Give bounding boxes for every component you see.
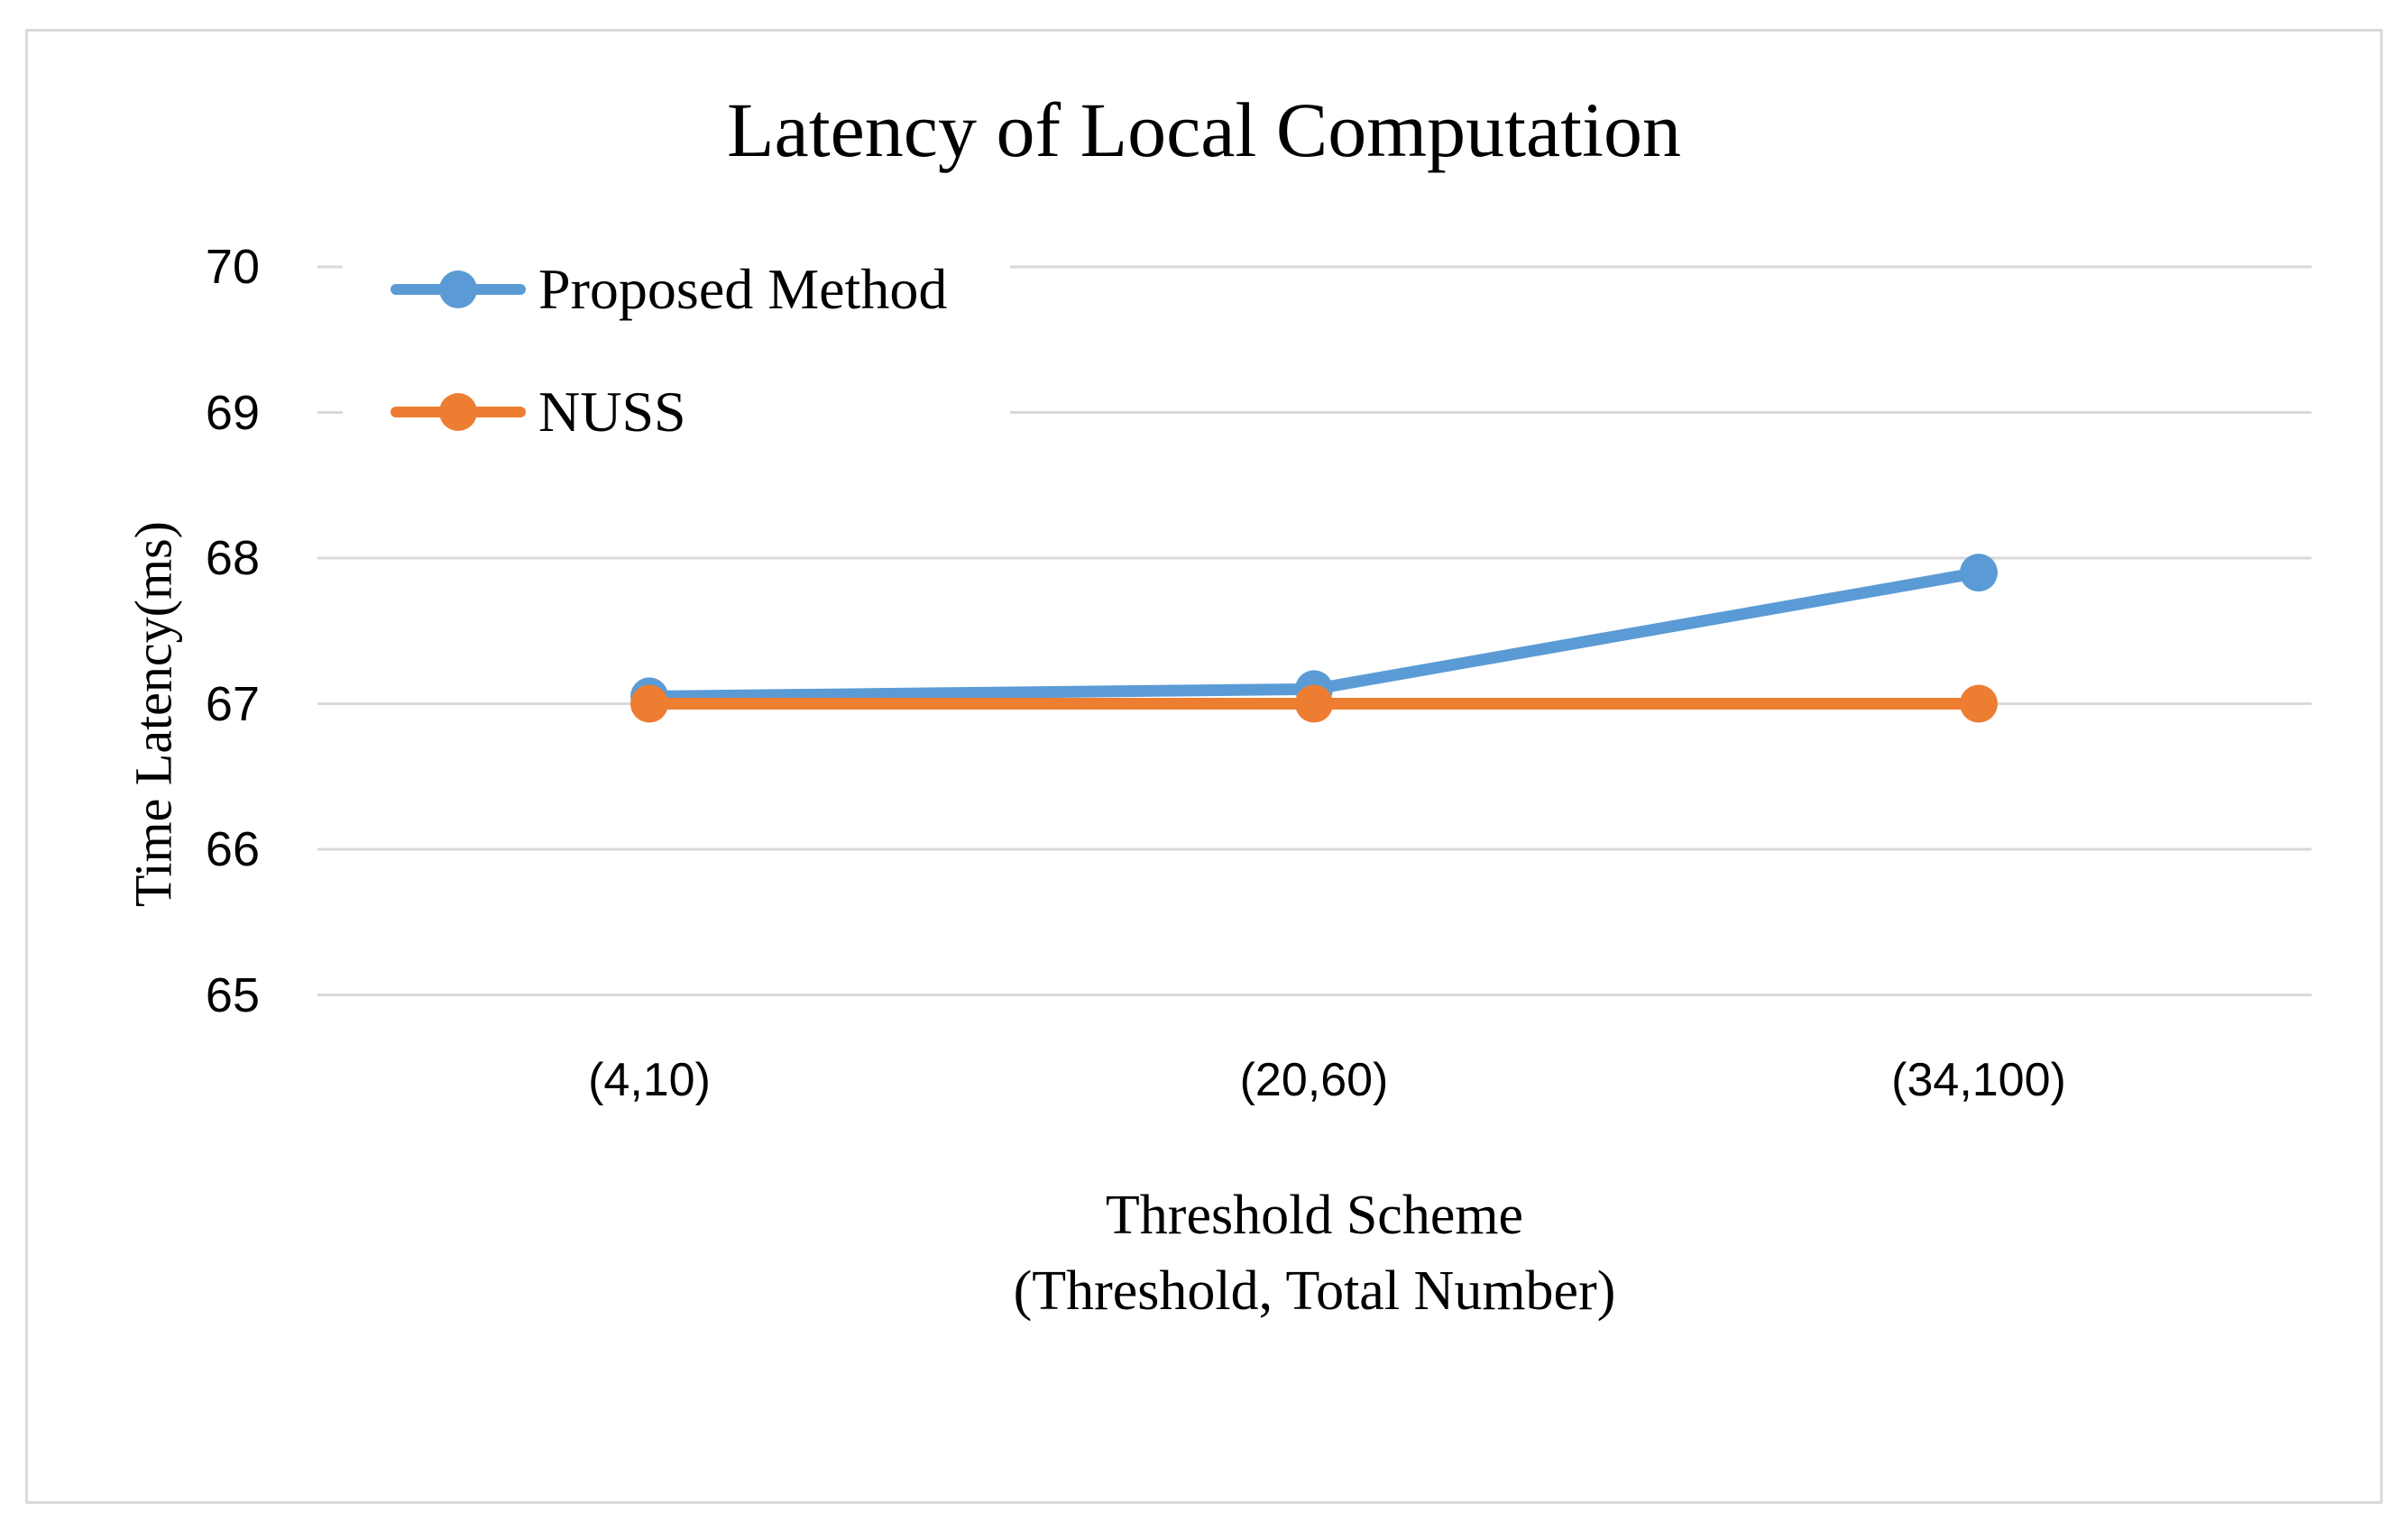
legend: Proposed Method NUSS bbox=[343, 252, 1010, 453]
legend-marker-proposed-method bbox=[391, 258, 526, 321]
data-point-marker bbox=[1295, 684, 1333, 723]
legend-label: NUSS bbox=[538, 380, 686, 444]
x-tick-label: (34,100) bbox=[1891, 1054, 2066, 1106]
data-point-marker bbox=[1960, 684, 1998, 723]
legend-marker-nuss bbox=[391, 380, 526, 444]
y-tick-label: 69 bbox=[205, 385, 260, 440]
chart-title: Latency of Local Computation bbox=[727, 87, 1681, 173]
y-tick-label: 67 bbox=[205, 676, 260, 731]
y-tick-label: 68 bbox=[205, 531, 260, 585]
x-tick-label: (20,60) bbox=[1239, 1054, 1389, 1106]
x-axis-title-line-2: (Threshold, Total Number) bbox=[1013, 1260, 1616, 1322]
x-axis-title: Threshold Scheme (Threshold, Total Numbe… bbox=[317, 1177, 2311, 1329]
legend-entry-proposed-method: Proposed Method bbox=[391, 257, 948, 321]
legend-entry-nuss: NUSS bbox=[391, 380, 686, 444]
x-axis-title-line-1: Threshold Scheme bbox=[1105, 1185, 1524, 1246]
data-point-marker bbox=[630, 684, 668, 723]
y-tick-label: 65 bbox=[205, 967, 260, 1022]
dot-marker-icon bbox=[439, 270, 477, 308]
data-point-marker bbox=[1960, 554, 1998, 592]
x-tick-label: (4,10) bbox=[588, 1054, 711, 1106]
dot-marker-icon bbox=[439, 393, 477, 431]
y-tick-label: 70 bbox=[205, 240, 260, 294]
y-tick-label: 66 bbox=[205, 822, 260, 876]
legend-label: Proposed Method bbox=[538, 257, 948, 321]
